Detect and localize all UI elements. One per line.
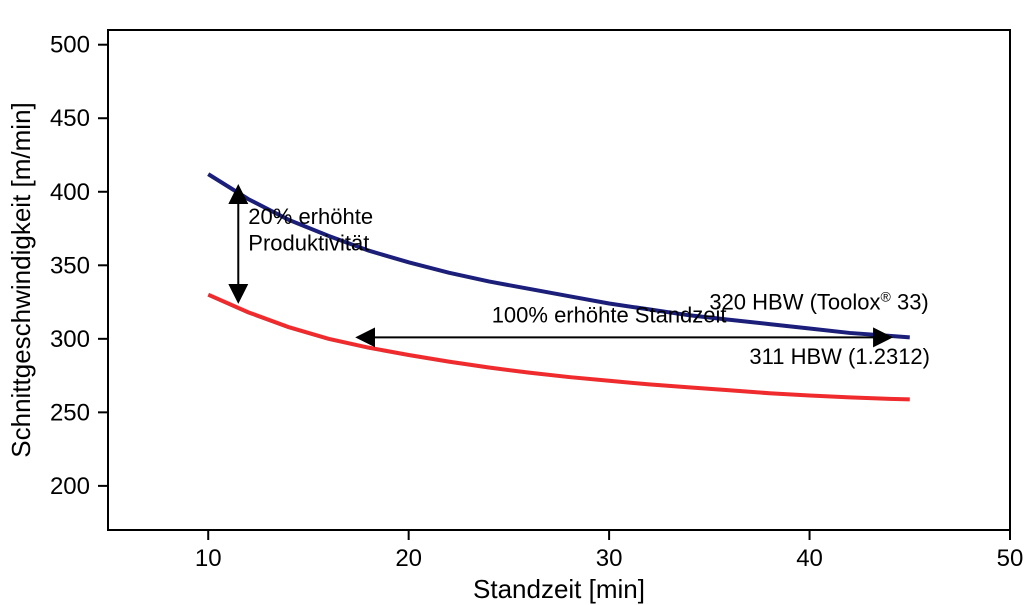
plot-frame xyxy=(108,30,1010,530)
y-tick-label: 250 xyxy=(50,399,90,426)
y-tick-label: 300 xyxy=(50,326,90,353)
series-label-12312: 311 HBW (1.2312) xyxy=(749,344,930,369)
y-tick-label: 200 xyxy=(50,473,90,500)
vertical-arrow-label-2: Produktivität xyxy=(248,231,369,256)
x-tick-label: 30 xyxy=(596,545,623,572)
x-tick-label: 10 xyxy=(195,545,222,572)
y-axis-label: Schnittgeschwindigkeit [m/min] xyxy=(6,102,36,457)
series-label-toolox33: 320 HBW (Toolox® 33) xyxy=(709,288,928,314)
y-tick-label: 450 xyxy=(50,105,90,132)
x-tick-label: 20 xyxy=(395,545,422,572)
x-axis-label: Standzeit [min] xyxy=(473,574,645,604)
y-tick-label: 500 xyxy=(50,32,90,59)
x-tick-label: 40 xyxy=(796,545,823,572)
vertical-arrow-label-1: 20% erhöhte xyxy=(248,204,373,229)
y-tick-label: 400 xyxy=(50,179,90,206)
horizontal-arrow-label: 100% erhöhte Standzeit xyxy=(492,303,727,328)
y-tick-label: 350 xyxy=(50,252,90,279)
cutting-speed-chart: 10 20 30 40 50 200 250 300 350 400 450 500 Standzeit… xyxy=(0,0,1024,605)
x-tick-label: 50 xyxy=(997,545,1024,572)
